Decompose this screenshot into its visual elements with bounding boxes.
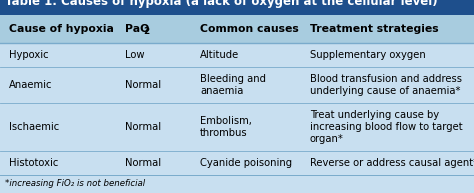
Text: Cause of hypoxia: Cause of hypoxia: [9, 24, 114, 34]
Bar: [0, 15, 474, 43]
Text: Blood transfusion and address
underlying cause of anaemia*: Blood transfusion and address underlying…: [310, 74, 462, 96]
Bar: [0, 151, 474, 175]
Text: Supplementary oxygen: Supplementary oxygen: [310, 50, 426, 60]
Bar: [0, 0, 474, 15]
Bar: [0, 103, 474, 151]
Text: Normal: Normal: [125, 80, 161, 90]
Text: Treatment strategies: Treatment strategies: [310, 24, 438, 34]
Text: Altitude: Altitude: [200, 50, 239, 60]
Text: Low: Low: [125, 50, 145, 60]
Text: Ischaemic: Ischaemic: [9, 122, 59, 132]
Text: Normal: Normal: [125, 122, 161, 132]
Text: Common causes: Common causes: [200, 24, 299, 34]
Text: 2: 2: [143, 27, 149, 36]
Text: Reverse or address causal agent*: Reverse or address causal agent*: [310, 158, 474, 168]
Bar: [0, 175, 474, 193]
Text: Bleeding and
anaemia: Bleeding and anaemia: [200, 74, 266, 96]
Text: Treat underlying cause by
increasing blood flow to target
organ*: Treat underlying cause by increasing blo…: [310, 110, 463, 144]
Bar: [0, 43, 474, 67]
Text: Histotoxic: Histotoxic: [9, 158, 58, 168]
Text: Normal: Normal: [125, 158, 161, 168]
Text: PaO: PaO: [125, 24, 149, 34]
Text: Cyanide poisoning: Cyanide poisoning: [200, 158, 292, 168]
Text: *increasing FiO₂ is not beneficial: *increasing FiO₂ is not beneficial: [5, 179, 145, 189]
Text: Table 1. Causes of hypoxia (a lack of oxygen at the cellular level): Table 1. Causes of hypoxia (a lack of ox…: [5, 0, 438, 8]
Text: Embolism,
thrombus: Embolism, thrombus: [200, 116, 252, 138]
Text: Hypoxic: Hypoxic: [9, 50, 49, 60]
Text: Anaemic: Anaemic: [9, 80, 53, 90]
Bar: [0, 67, 474, 103]
